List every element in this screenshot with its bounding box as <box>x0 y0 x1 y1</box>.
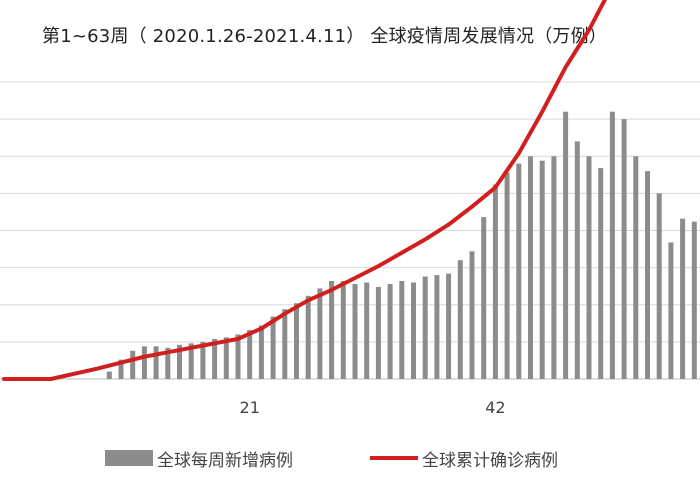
bar <box>481 217 487 379</box>
bar <box>212 338 218 379</box>
bar <box>492 184 498 379</box>
bar <box>528 156 533 380</box>
legend-line-swatch <box>370 456 418 460</box>
bar <box>621 119 627 379</box>
bar <box>165 347 171 379</box>
bar <box>153 346 159 379</box>
bar <box>668 242 674 379</box>
bar <box>258 325 264 379</box>
bar <box>422 276 428 379</box>
bar <box>364 282 370 379</box>
bar <box>188 343 194 379</box>
bar <box>691 221 697 379</box>
bar <box>294 303 299 379</box>
bar <box>399 281 405 379</box>
bar <box>130 350 136 379</box>
legend: 全球每周新增病例 全球累计确诊病例 <box>0 444 700 472</box>
legend-label-line: 全球累计确诊病例 <box>422 450 558 471</box>
chart-title: 第1~63周（ 2020.1.26-2021.4.11） 全球疫情周发展情况（万… <box>42 26 607 47</box>
bar <box>387 284 393 379</box>
legend-item-bars: 全球每周新增病例 <box>105 444 293 472</box>
bar <box>223 337 229 379</box>
bar <box>177 344 182 379</box>
bar-series <box>106 111 697 380</box>
bar <box>598 168 604 379</box>
bar <box>563 111 569 379</box>
legend-bar-swatch <box>105 450 153 466</box>
bar <box>586 156 592 380</box>
line-series <box>2 0 608 381</box>
x-tick-label: 42 <box>485 398 505 417</box>
gridlines <box>0 81 700 380</box>
bar <box>609 111 615 379</box>
bar <box>329 281 335 379</box>
bar <box>305 295 311 379</box>
bar <box>282 309 288 379</box>
bar <box>118 359 124 379</box>
bar <box>469 251 475 379</box>
x-axis: 21 42 <box>240 398 506 417</box>
cumulative-line <box>2 0 608 381</box>
bar <box>457 260 463 379</box>
bar <box>317 288 323 379</box>
bar <box>434 275 440 379</box>
bar <box>106 371 112 379</box>
bar <box>200 341 206 379</box>
bar <box>270 316 276 379</box>
bar <box>539 160 545 379</box>
bar <box>247 330 253 379</box>
x-tick-label: 21 <box>240 398 260 417</box>
bar <box>633 156 639 380</box>
bar <box>574 141 580 379</box>
bar <box>446 273 452 379</box>
bar <box>504 172 510 379</box>
bar <box>352 284 358 379</box>
bar <box>680 218 686 379</box>
legend-item-line: 全球累计确诊病例 <box>370 444 558 472</box>
bar <box>645 171 650 379</box>
legend-label-bars: 全球每周新增病例 <box>157 450 293 471</box>
bar <box>141 346 147 379</box>
bar <box>551 156 557 380</box>
bar <box>411 282 416 379</box>
bar <box>340 281 346 379</box>
bar <box>235 334 241 379</box>
bar <box>656 193 662 379</box>
bar <box>516 163 522 379</box>
bar <box>375 286 381 379</box>
